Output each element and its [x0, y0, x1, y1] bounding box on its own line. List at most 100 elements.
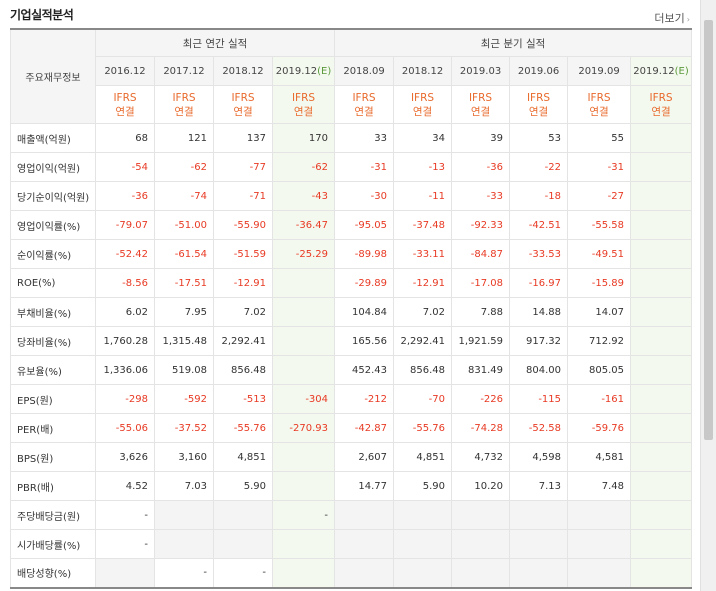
table-cell: 4,851	[393, 442, 453, 472]
table-cell	[271, 529, 336, 559]
table-cell: -270.93	[271, 413, 336, 443]
row-label: 부채비율(%)	[10, 297, 96, 327]
section-header: 기업실적분석 더보기 ›	[0, 0, 716, 28]
scrollbar-thumb[interactable]	[704, 20, 713, 440]
table-row: 부채비율(%) 6.02 7.95 7.02 104.84 7.02 7.88 14.88 14…	[10, 297, 693, 327]
row-label: 유보율(%)	[10, 355, 96, 385]
table-cell: -70	[393, 384, 453, 414]
table-cell	[393, 558, 453, 589]
row-label: 영업이익(억원)	[10, 152, 96, 182]
table-cell: -592	[154, 384, 214, 414]
table-cell	[630, 297, 693, 327]
period-header: 2019.06	[509, 56, 569, 86]
table-cell: 165.56	[334, 326, 395, 356]
table-cell	[271, 558, 336, 589]
table-cell: -89.98	[334, 239, 395, 269]
basis-label: IFRS 연결	[334, 85, 395, 124]
table-row: 당기순이익(억원) -36 -74 -71 -43 -30 -11 -33 -18 -27	[10, 181, 693, 211]
basis-label: IFRS 연결	[393, 85, 453, 124]
table-cell	[630, 239, 693, 269]
period-header: 2018.09	[334, 56, 395, 86]
more-link[interactable]: 더보기 ›	[654, 10, 690, 26]
basis-consolidated: 연결	[470, 105, 491, 118]
table-cell: -12.91	[393, 268, 453, 298]
table-cell: -11	[393, 181, 453, 211]
table-cell: -54	[95, 152, 155, 182]
table-cell	[213, 500, 273, 530]
table-cell: -	[95, 529, 155, 559]
period-header: 2018.12	[213, 56, 273, 86]
table-cell: 2,607	[334, 442, 395, 472]
table-cell: -	[95, 500, 155, 530]
row-label: ROE(%)	[10, 268, 96, 298]
table-cell	[630, 152, 693, 182]
table-cell	[509, 529, 569, 559]
basis-label: IFRS 연결	[451, 85, 511, 124]
table-row: BPS(원) 3,626 3,160 4,851 2,607 4,851 4,732 4,59…	[10, 442, 693, 472]
table-cell	[451, 529, 511, 559]
table-cell: -115	[509, 384, 569, 414]
table-cell: 14.88	[509, 297, 569, 327]
table-cell	[451, 558, 511, 589]
table-cell: -30	[334, 181, 395, 211]
table-cell	[271, 326, 336, 356]
row-label: 당기순이익(억원)	[10, 181, 96, 211]
basis-label: IFRS 연결	[154, 85, 214, 124]
table-cell: 53	[509, 123, 569, 153]
more-label[interactable]: 더보기	[654, 12, 685, 25]
table-cell: -62	[271, 152, 336, 182]
table-cell	[509, 558, 569, 589]
period-header: 2016.12	[95, 56, 155, 86]
table-cell	[271, 471, 336, 501]
row-label: PER(배)	[10, 413, 96, 443]
table-cell	[334, 558, 395, 589]
table-cell	[509, 500, 569, 530]
table-cell: -304	[271, 384, 336, 414]
table-cell	[630, 181, 693, 211]
period-label: 2019.12	[275, 65, 318, 77]
table-cell: -62	[154, 152, 214, 182]
table-cell: -513	[213, 384, 273, 414]
table-cell: 1,336.06	[95, 355, 155, 385]
table-cell: -	[213, 558, 273, 589]
table-cell: 5.90	[393, 471, 453, 501]
table-cell: 14.07	[567, 297, 632, 327]
table-cell: -13	[393, 152, 453, 182]
basis-consolidated: 연결	[651, 105, 671, 118]
table-cell: 10.20	[451, 471, 511, 501]
table-cell: -42.87	[334, 413, 395, 443]
table-cell: -92.33	[451, 210, 511, 240]
basis-ifrs: IFRS	[587, 91, 611, 104]
row-header-label: 주요재무정보	[10, 28, 96, 124]
table-cell	[271, 355, 336, 385]
scrollbar[interactable]	[700, 0, 716, 591]
table-cell: 7.48	[567, 471, 632, 501]
table-cell: -74.28	[451, 413, 511, 443]
basis-consolidated: 연결	[174, 105, 194, 118]
table-cell: 137	[213, 123, 273, 153]
estimate-marker: (E)	[317, 65, 332, 77]
table-cell	[630, 326, 693, 356]
table-cell	[334, 500, 395, 530]
basis-label: IFRS 연결	[213, 85, 273, 124]
row-label: 배당성향(%)	[10, 558, 96, 589]
table-cell: -71	[213, 181, 273, 211]
period-header: 2018.12	[393, 56, 453, 86]
table-cell: -161	[567, 384, 632, 414]
table-row: 매출액(억원) 68 121 137 170 33 34 39 53 55	[10, 123, 693, 153]
table-cell: 7.95	[154, 297, 214, 327]
table-cell: 5.90	[213, 471, 273, 501]
basis-consolidated: 연결	[528, 105, 549, 118]
table-cell	[95, 558, 155, 589]
table-cell	[630, 210, 693, 240]
table-row: EPS(원) -298 -592 -513 -304 -212 -70 -226 -115 -16…	[10, 384, 693, 414]
table-row: 유보율(%) 1,336.06 519.08 856.48 452.43 856.48 83…	[10, 355, 693, 385]
row-label: 영업이익률(%)	[10, 210, 96, 240]
table-row: 주당배당금(원) - -	[10, 500, 693, 530]
table-cell: -37.48	[393, 210, 453, 240]
table-cell: 712.92	[567, 326, 632, 356]
group-quarter: 최근 분기 실적	[334, 28, 693, 57]
table-cell: -79.07	[95, 210, 155, 240]
table-cell: 1,760.28	[95, 326, 155, 356]
table-cell	[334, 529, 395, 559]
